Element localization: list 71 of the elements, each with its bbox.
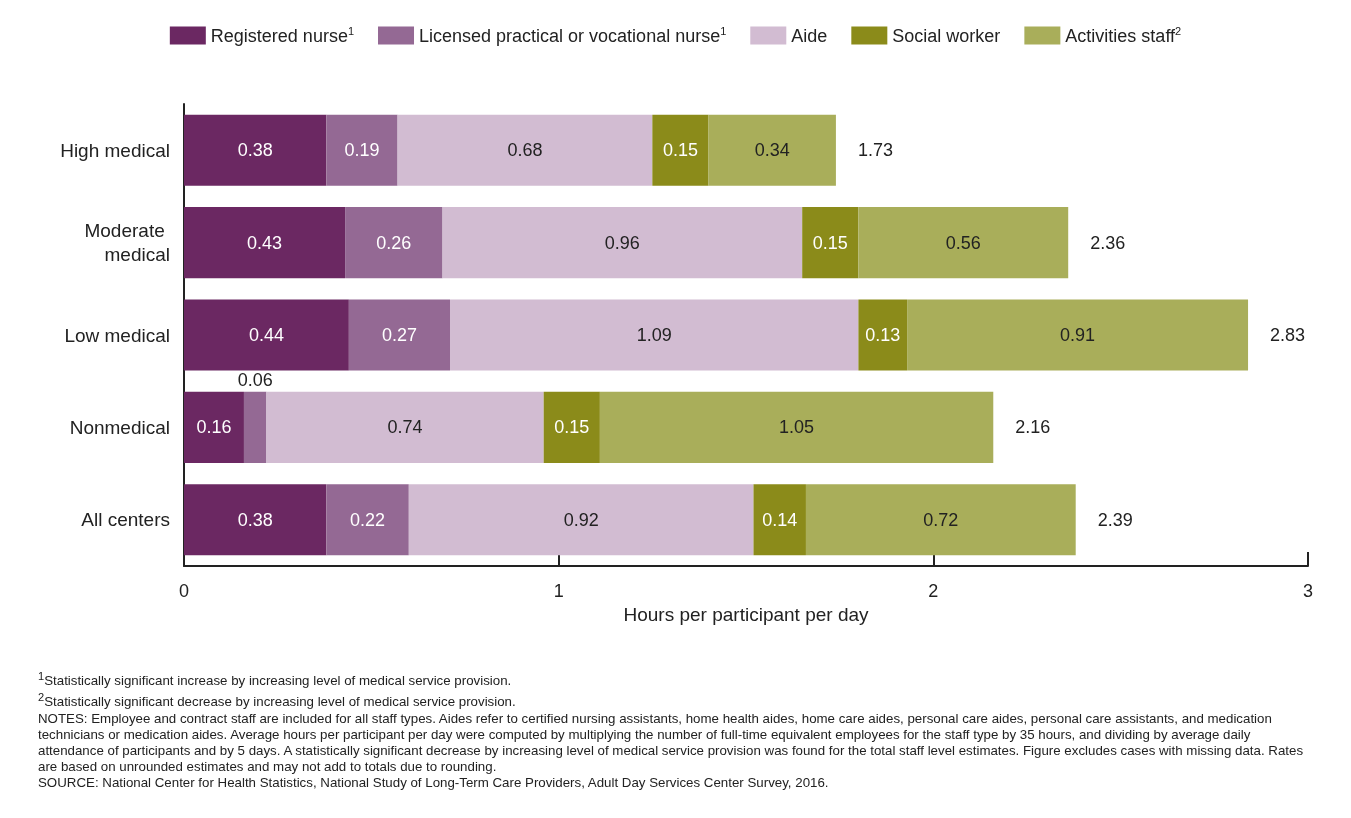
- bar: [805, 484, 1076, 556]
- source-note: SOURCE: National Center for Health Statistics, National Study of Long-Term Care Providers, Adult Day Services Center Survey, 2016.: [38, 774, 830, 791]
- data-label: 0.15: [554, 417, 590, 438]
- data-label: 0.91: [1060, 325, 1096, 345]
- bar: [450, 299, 859, 371]
- legend-label: Social worker: [892, 25, 1001, 46]
- bar: [184, 484, 327, 556]
- bar: [184, 299, 349, 371]
- bar: [184, 207, 346, 279]
- y-tick-label: Low medical: [64, 324, 170, 346]
- text: $^{1}$Statistically significant increase by increasing level of medical service provision.: [38, 669, 513, 690]
- data-label: 0.96: [604, 232, 640, 253]
- data-label: 0.34: [754, 140, 790, 161]
- data-label: 0.92: [563, 509, 599, 530]
- data-label: 0.26: [376, 232, 412, 253]
- y-tick-label: High medical: [60, 139, 170, 161]
- total-label: 2.16: [1015, 417, 1051, 438]
- x-axis-title: Hours per participant per day: [623, 603, 870, 625]
- data-label: 0.74: [387, 417, 423, 438]
- bar: [543, 391, 600, 463]
- bar: [907, 299, 1249, 371]
- data-label: 0.38: [237, 509, 273, 530]
- data-label: 0.68: [507, 140, 543, 161]
- bar: [184, 391, 244, 463]
- bar: [599, 391, 994, 463]
- data-label: 0.56: [945, 232, 981, 253]
- bar: [858, 207, 1069, 279]
- data-label: 0.13: [865, 325, 901, 345]
- data-label: 0.15: [812, 232, 848, 253]
- data-label: 0.38: [237, 140, 273, 161]
- data-label: 0.44: [248, 325, 284, 345]
- data-label: 0.43: [247, 232, 283, 253]
- bar: [858, 299, 908, 371]
- data-label: 1.05: [779, 417, 815, 438]
- text: NOTES: Employee and contract staff are included for all staff types. Aides refer to certified nursing assistants, home health aides, home care aides, personal care aides, personal care assistants, and medication technicians or medication aides. Average hours per participant per day were computed by multiplying the number of full-time equivalent employees for the staff type by 35 hours, and dividing by average daily attendance of participants and by 5 days. A statistically significant decrease by increasing level of medical service provision was found for the total staff level estimates. Figure excludes cases with missing data. Rates are based on unrounded estimates and may not add to totals due to rounding.: [38, 710, 1305, 775]
- data-label: 1.09: [636, 325, 672, 345]
- bar: [708, 114, 836, 186]
- total-label: 2.36: [1090, 232, 1126, 253]
- x-tick-label: 0: [178, 581, 190, 601]
- bar: [652, 114, 709, 186]
- data-label: 0.14: [762, 509, 798, 530]
- data-label: 0.72: [923, 509, 959, 530]
- bar: [326, 484, 409, 556]
- total-label: 2.83: [1270, 325, 1306, 345]
- y-tick-label: All centers: [81, 509, 170, 531]
- bar: [184, 114, 327, 186]
- x-tick-label: 3: [1302, 581, 1314, 601]
- bar: [326, 114, 398, 186]
- bar: [345, 207, 443, 279]
- bar: [397, 114, 653, 186]
- bar: [266, 391, 544, 463]
- data-label: 0.15: [662, 140, 698, 161]
- y-tick-label: Nonmedical: [69, 416, 170, 438]
- total-label: 2.39: [1097, 509, 1133, 530]
- data-label: 0.06: [237, 369, 273, 390]
- x-tick-label: 1: [553, 581, 564, 601]
- bar: [753, 484, 806, 556]
- text: $^{2}$Statistically significant decrease by increasing level of medical service provision.: [38, 690, 517, 711]
- legend-label: Aide: [791, 25, 828, 46]
- x-tick-label: 2: [928, 581, 939, 601]
- bar: [243, 391, 267, 463]
- total-label: 1.73: [857, 140, 893, 161]
- bar: [802, 207, 859, 279]
- bar: [442, 207, 803, 279]
- data-label: 0.19: [344, 140, 380, 161]
- y-tick-label: Moderate medical: [84, 220, 170, 266]
- data-label: 0.16: [196, 417, 232, 438]
- data-label: 0.22: [350, 509, 386, 530]
- bar: [348, 299, 451, 371]
- data-label: 0.27: [381, 325, 417, 345]
- bar: [408, 484, 754, 556]
